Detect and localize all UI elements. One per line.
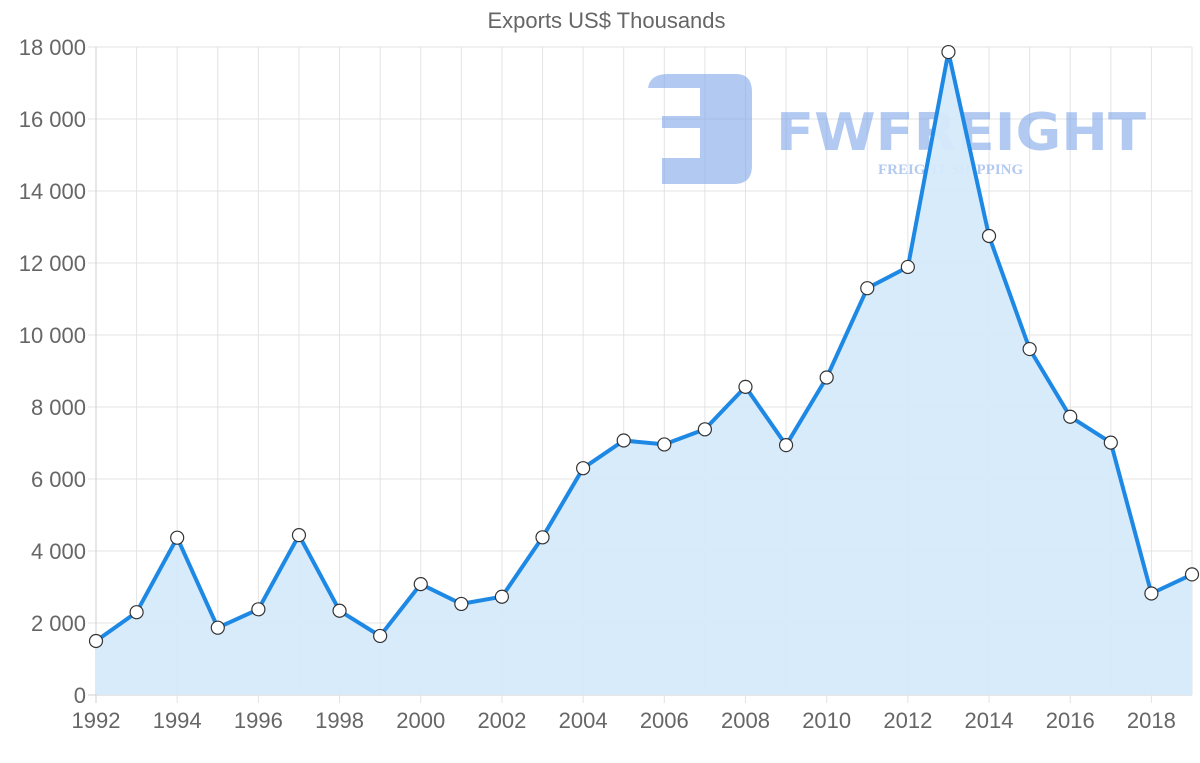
fwfreight-logo-icon — [648, 74, 752, 184]
data-point — [210, 620, 225, 635]
data-point — [1184, 567, 1200, 582]
x-tick-label: 2014 — [965, 708, 1014, 733]
fwfreight-watermark-logo: FWFREIGHT FREIGHT SHIPPING — [648, 74, 1147, 184]
x-tick-label: 2018 — [1127, 708, 1176, 733]
y-tick-label: 2 000 — [31, 611, 86, 636]
y-tick-label: 4 000 — [31, 539, 86, 564]
data-point — [291, 528, 307, 543]
data-point — [1144, 586, 1159, 601]
data-point — [88, 633, 104, 649]
data-point — [373, 628, 388, 644]
x-tick-label: 2016 — [1046, 708, 1095, 733]
data-point — [1063, 409, 1078, 424]
x-tick-label: 1998 — [315, 708, 364, 733]
y-tick-label: 18 000 — [19, 35, 86, 60]
x-tick-label: 1996 — [234, 708, 283, 733]
data-point — [657, 437, 672, 452]
y-tick-label: 0 — [74, 683, 86, 708]
data-point — [454, 596, 469, 612]
data-point — [170, 530, 185, 545]
y-tick-label: 14 000 — [19, 179, 86, 204]
data-point — [860, 281, 875, 296]
x-tick-label: 2002 — [477, 708, 526, 733]
x-tick-label: 2004 — [559, 708, 608, 733]
data-point — [251, 602, 266, 617]
x-tick-label: 2000 — [396, 708, 445, 733]
data-point — [941, 44, 956, 60]
data-point — [332, 603, 347, 618]
x-tick-label: 1994 — [153, 708, 202, 733]
data-point — [494, 589, 510, 604]
y-axis-ticks: 0 2 000 4 000 6 000 8 000 10 000 12 000 14 000 1… — [19, 35, 86, 708]
data-point — [413, 577, 428, 592]
x-tick-label: 1992 — [72, 708, 121, 733]
data-point — [819, 370, 834, 385]
x-tick-label: 2006 — [640, 708, 689, 733]
y-tick-label: 12 000 — [19, 251, 86, 276]
data-point — [778, 438, 794, 453]
data-point — [535, 530, 550, 545]
data-point — [738, 379, 753, 394]
x-tick-label: 2008 — [721, 708, 770, 733]
chart-title: Exports US$ Thousands — [487, 8, 726, 33]
data-points — [88, 44, 1200, 649]
x-tick-label: 2012 — [883, 708, 932, 733]
x-axis-ticks: 1992 1994 1996 1998 2000 2002 2004 2006 2008 2010… — [72, 708, 1176, 733]
data-point — [1022, 341, 1037, 357]
data-point — [576, 461, 591, 476]
y-tick-label: 10 000 — [19, 323, 86, 348]
y-tick-label: 8 000 — [31, 395, 86, 420]
data-line — [94, 50, 1193, 643]
x-tick-label: 2010 — [802, 708, 851, 733]
data-point — [1103, 435, 1118, 450]
y-tick-label: 6 000 — [31, 467, 86, 492]
data-point — [697, 422, 712, 437]
data-point — [129, 605, 144, 620]
data-point — [616, 433, 631, 448]
data-point — [981, 228, 997, 244]
data-point — [900, 259, 915, 275]
area-fill — [96, 52, 1192, 695]
y-tick-label: 16 000 — [19, 107, 86, 132]
